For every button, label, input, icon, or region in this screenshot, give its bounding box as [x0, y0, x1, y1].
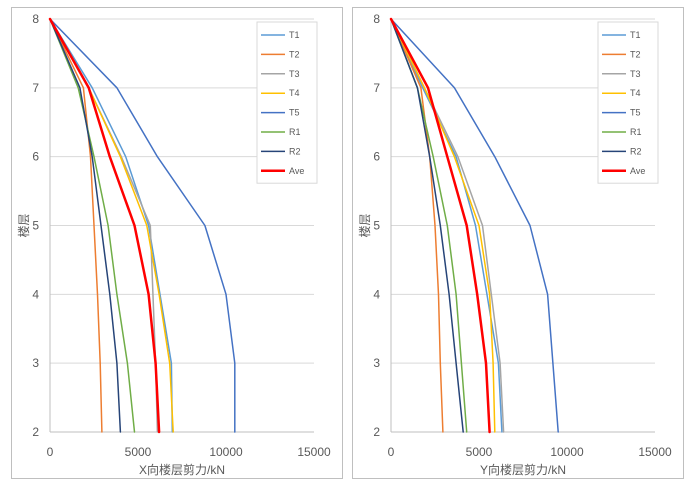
chart-y-series-t1	[390, 18, 503, 433]
chart-y-legend-label: T1	[630, 30, 641, 40]
chart-y-legend-label: R1	[630, 127, 642, 137]
chart-y-legend-label: T2	[630, 49, 641, 59]
chart-y-y-tick-label: 2	[373, 425, 380, 439]
chart-x-x-tick-label: 5000	[125, 445, 152, 459]
chart-x-x-tick-label: 0	[47, 445, 54, 459]
chart-y-legend-label: T5	[630, 108, 641, 118]
chart-x-x-tick-label: 10000	[209, 445, 243, 459]
chart-y-x-tick-label: 0	[388, 445, 395, 459]
chart-x-y-tick-label: 3	[32, 356, 39, 370]
chart-x-svg: 2 3 4 5 6 7 8 0 5000 10000 15000 X向楼层剪力/kN 楼层 T1 T2 T3 T…	[16, 12, 331, 477]
chart-y-series-r2	[390, 18, 464, 433]
chart-x-y-tick-label: 2	[32, 425, 39, 439]
chart-x-legend-label: Ave	[289, 166, 304, 176]
chart-x-x-tick-label: 15000	[297, 445, 331, 459]
chart-y-series-ave	[389, 17, 491, 434]
chart-y-series-t5	[390, 18, 559, 433]
chart-y-legend	[597, 21, 659, 184]
chart-y-legend-label: Ave	[630, 166, 645, 176]
chart-y-svg: 2 3 4 5 6 7 8 0 5000 10000 15000 Y向楼层剪力/kN 楼层 T1 T2 T3 T…	[357, 12, 672, 477]
chart-y-x-axis-title: Y向楼层剪力/kN	[480, 462, 566, 477]
chart-x-series-r2	[49, 18, 122, 433]
chart-y-x-tick-label: 5000	[466, 445, 493, 459]
chart-x-legend-label: T5	[289, 108, 300, 118]
chart-y-y-tick-label: 6	[373, 150, 380, 164]
chart-x-series-ave	[48, 17, 161, 434]
chart-x-legend-label: T2	[289, 49, 300, 59]
chart-x-y-tick-label: 6	[32, 150, 39, 164]
chart-x-y-tick-label: 5	[32, 219, 39, 233]
chart-y-y-tick-label: 3	[373, 356, 380, 370]
chart-y-legend-label: R2	[630, 146, 642, 156]
chart-y-y-tick-label: 7	[373, 81, 380, 95]
chart-x-legend-label: T4	[289, 88, 300, 98]
chart-y-series-t2	[390, 18, 444, 433]
chart-x-series-r1	[49, 18, 136, 433]
chart-y-y-tick-label: 8	[373, 12, 380, 26]
chart-x-x-axis-title: X向楼层剪力/kN	[139, 462, 225, 477]
chart-y-x-tick-label: 10000	[550, 445, 584, 459]
chart-x-legend	[256, 21, 318, 184]
chart-y-series-t4	[390, 18, 496, 433]
chart-y-y-tick-label: 5	[373, 219, 380, 233]
chart-x-legend-label: R2	[289, 146, 301, 156]
chart-x-y-tick-label: 4	[32, 287, 39, 301]
chart-x-legend-label: T1	[289, 30, 300, 40]
chart-y-legend-label: T4	[630, 88, 641, 98]
chart-y-panel: 2 3 4 5 6 7 8 0 5000 10000 15000 Y向楼层剪力/kN 楼层 T1 T2 T3 T…	[352, 7, 684, 479]
chart-y-legend-label: T3	[630, 69, 641, 79]
chart-x-panel: 2 3 4 5 6 7 8 0 5000 10000 15000 X向楼层剪力/kN 楼层 T1 T2 T3 T…	[11, 7, 343, 479]
chart-x-y-tick-label: 8	[32, 12, 39, 26]
chart-x-series-t5	[49, 18, 236, 433]
chart-y-x-tick-label: 15000	[638, 445, 672, 459]
chart-y-y-tick-label: 4	[373, 287, 380, 301]
chart-y-y-axis-title: 楼层	[357, 213, 372, 237]
chart-x-series-t2	[49, 18, 103, 433]
chart-x-y-tick-label: 7	[32, 81, 39, 95]
chart-x-legend-label: R1	[289, 127, 301, 137]
chart-x-legend-label: T3	[289, 69, 300, 79]
chart-x-series-t1	[49, 18, 174, 433]
chart-x-y-axis-title: 楼层	[16, 213, 31, 237]
